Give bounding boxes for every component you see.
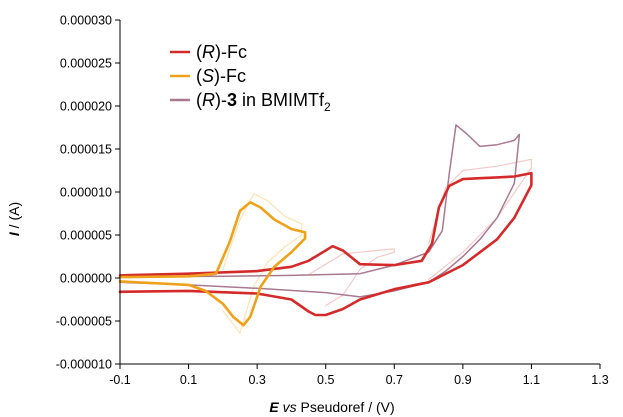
x-tick-label: 0.9 [454, 373, 471, 387]
y-tick-label: 0.000010 [60, 186, 112, 200]
series-layer [118, 124, 533, 334]
background-trace [428, 158, 533, 281]
legend-label: (R)-Fc [196, 42, 247, 62]
series-line [118, 201, 307, 327]
x-tick-label: 0.7 [386, 373, 403, 387]
y-tick-label: -0.000010 [56, 358, 112, 372]
legend-entry: (S)-Fc [170, 66, 246, 86]
y-axis-title: I / (A) [6, 202, 22, 236]
background-trace [222, 193, 303, 334]
y-tick-label: -0.000005 [56, 315, 112, 329]
ticks-layer: 0.000030 0.000025 0.000020 0.000015 0.000010… [56, 14, 609, 388]
legend-entry: (R)-3 in BMIMTf2 [170, 90, 331, 114]
legend-label: (R)-3 in BMIMTf2 [196, 90, 331, 114]
x-tick-label: 0.5 [317, 373, 334, 387]
legend: (R)-Fc (S)-Fc (R)-3 in BMIMTf2 [170, 42, 331, 114]
x-tick-label: 0.1 [180, 373, 197, 387]
background-trace [308, 248, 395, 307]
series-line [119, 124, 521, 298]
y-tick-label: 0.000025 [60, 57, 112, 71]
legend-label: (S)-Fc [196, 66, 246, 86]
legend-entry: (R)-Fc [170, 42, 247, 62]
x-axis-title: E vs Pseudoref / (V) [269, 399, 394, 415]
x-tick-label: 1.1 [523, 373, 540, 387]
y-tick-label: 0.000030 [60, 14, 112, 28]
x-tick-label: 0.3 [248, 373, 265, 387]
y-tick-label: 0.000000 [60, 272, 112, 286]
x-tick-label: -0.1 [109, 373, 131, 387]
series-line [118, 171, 533, 317]
y-tick-label: 0.000015 [60, 143, 112, 157]
y-tick-label: 0.000005 [60, 229, 112, 243]
y-tick-label: 0.000020 [60, 100, 112, 114]
x-tick-label: 1.3 [591, 373, 608, 387]
